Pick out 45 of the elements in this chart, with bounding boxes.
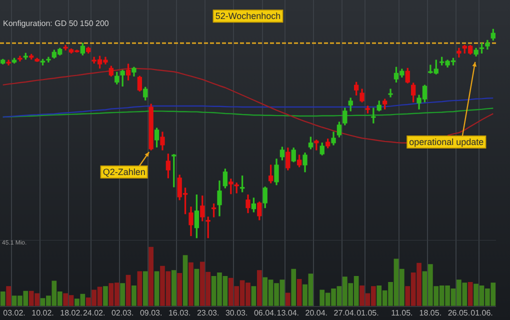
annotation: Q2-Zahlen [102, 166, 146, 177]
candlestick [371, 108, 376, 124]
candlestick [388, 88, 393, 98]
bar [171, 270, 176, 306]
ref-line-label: 52-Wochenhoch [215, 11, 281, 22]
bar [256, 270, 262, 306]
bar [132, 286, 136, 306]
bar [6, 286, 11, 306]
x-tick-label: 23.03. [196, 308, 220, 318]
bar [137, 271, 142, 306]
x-tick-label: 16.03. [168, 308, 191, 318]
x-tick-label: 24.02. [82, 308, 106, 318]
bar [120, 283, 125, 306]
x-tick-label: 10.02. [32, 308, 54, 318]
x-tick-label: 03.02. [3, 308, 26, 318]
x-tick-label: 18.02. [60, 308, 82, 318]
bar [468, 282, 473, 306]
chart-subtitle: Konfiguration: GD 50 150 200 [3, 19, 109, 28]
bar [194, 268, 200, 306]
x-tick-label: 09.03. [140, 308, 162, 318]
x-tick-label: 02.03. [111, 308, 134, 318]
bar [0, 292, 6, 306]
bar [182, 255, 188, 306]
x-tick-label: 27.04. [334, 308, 356, 318]
bar [142, 271, 148, 306]
bar [251, 286, 256, 306]
x-tick-label: 06.04. [254, 308, 276, 318]
x-tick-label: 30.03. [225, 308, 248, 318]
x-tick-label: 13.04. [276, 308, 300, 318]
x-tick-label: 20.04. [305, 308, 328, 318]
bar [177, 273, 182, 306]
x-tick-label: 26.05. [448, 308, 470, 318]
bar [291, 268, 296, 306]
bar [285, 292, 290, 306]
bar [154, 271, 160, 306]
x-tick-label: 01.05. [356, 308, 379, 318]
x-tick-label: 11.05. [391, 308, 413, 318]
annotation: operational update [409, 137, 484, 148]
bar [188, 262, 194, 306]
x-tick-label: 01.06. [470, 308, 493, 318]
bar [103, 286, 108, 306]
x-tick-label: 18.05. [419, 308, 442, 318]
bar [126, 274, 131, 306]
bar [148, 246, 154, 306]
bar [296, 279, 302, 306]
